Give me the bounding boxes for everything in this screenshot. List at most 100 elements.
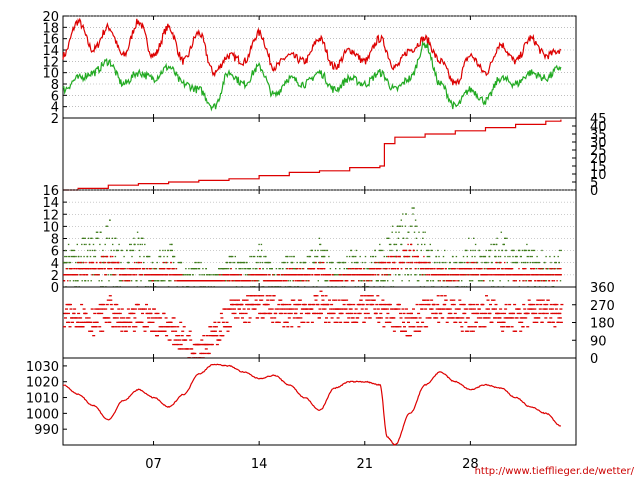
data-point bbox=[287, 280, 290, 282]
data-point bbox=[94, 308, 98, 310]
data-point bbox=[441, 261, 444, 264]
data-point bbox=[424, 308, 428, 310]
data-point bbox=[86, 274, 89, 276]
data-point bbox=[193, 268, 195, 270]
data-point bbox=[172, 343, 176, 346]
data-point bbox=[277, 321, 281, 323]
data-point bbox=[380, 268, 382, 270]
data-point bbox=[469, 268, 471, 270]
data-point bbox=[203, 274, 206, 276]
data-point bbox=[436, 274, 438, 276]
credit-link[interactable]: http://www.tiefflieger.de/wetter/ bbox=[474, 466, 634, 477]
data-point bbox=[247, 268, 249, 270]
data-point bbox=[389, 249, 391, 252]
data-point bbox=[422, 231, 424, 233]
data-point bbox=[383, 261, 385, 264]
data-point bbox=[104, 261, 107, 264]
data-point bbox=[463, 308, 467, 310]
data-point bbox=[412, 326, 416, 328]
data-point bbox=[368, 317, 372, 319]
data-point bbox=[130, 280, 133, 282]
data-point bbox=[428, 268, 430, 270]
data-point bbox=[388, 274, 390, 276]
data-point bbox=[523, 308, 527, 310]
data-point bbox=[359, 299, 363, 301]
data-point bbox=[396, 249, 398, 252]
data-point bbox=[172, 255, 174, 258]
data-point bbox=[422, 261, 425, 264]
data-point bbox=[112, 255, 114, 258]
data-point bbox=[458, 280, 460, 282]
data-point bbox=[152, 268, 154, 270]
data-point bbox=[403, 326, 406, 328]
data-point bbox=[120, 261, 122, 264]
data-point bbox=[254, 299, 258, 301]
data-point bbox=[419, 326, 423, 328]
data-point bbox=[281, 274, 284, 276]
data-point bbox=[533, 268, 536, 270]
data-point bbox=[81, 274, 83, 276]
data-point bbox=[523, 249, 526, 252]
data-point bbox=[501, 274, 504, 276]
data-point bbox=[235, 268, 237, 270]
data-point bbox=[147, 255, 150, 258]
data-point bbox=[473, 326, 477, 328]
data-point bbox=[379, 249, 382, 252]
data-point bbox=[292, 274, 295, 276]
data-point bbox=[536, 280, 539, 282]
data-point bbox=[234, 317, 237, 319]
data-point bbox=[355, 261, 357, 264]
data-point bbox=[233, 308, 236, 310]
data-point bbox=[306, 280, 308, 282]
data-point bbox=[419, 261, 421, 264]
data-point bbox=[223, 268, 226, 270]
data-point bbox=[540, 321, 544, 323]
data-point bbox=[299, 268, 301, 270]
data-point bbox=[135, 268, 137, 270]
data-point bbox=[516, 312, 520, 315]
data-point bbox=[121, 280, 123, 282]
data-point bbox=[228, 308, 232, 310]
data-point bbox=[138, 274, 141, 276]
data-point bbox=[148, 280, 150, 282]
data-point bbox=[391, 261, 394, 264]
data-point bbox=[304, 261, 307, 264]
data-point bbox=[82, 308, 86, 310]
data-point bbox=[466, 330, 470, 332]
data-point bbox=[314, 255, 316, 258]
data-point bbox=[315, 261, 317, 264]
data-point bbox=[103, 255, 105, 258]
data-point bbox=[287, 317, 291, 319]
data-point bbox=[115, 274, 117, 276]
data-point bbox=[466, 274, 468, 276]
data-point bbox=[421, 303, 425, 306]
data-point bbox=[414, 317, 418, 319]
data-point bbox=[253, 274, 256, 276]
data-point bbox=[243, 261, 246, 264]
data-point bbox=[310, 308, 314, 310]
data-point bbox=[420, 308, 424, 310]
data-point bbox=[116, 321, 120, 323]
data-point bbox=[379, 261, 381, 264]
data-point bbox=[286, 261, 289, 264]
data-point bbox=[120, 308, 124, 310]
data-point bbox=[299, 274, 301, 276]
data-point bbox=[395, 243, 398, 246]
data-point bbox=[439, 261, 441, 264]
data-point bbox=[276, 321, 280, 323]
data-point bbox=[218, 280, 220, 282]
data-point bbox=[121, 268, 124, 270]
data-point bbox=[393, 268, 395, 270]
data-point bbox=[346, 255, 348, 258]
data-point bbox=[473, 274, 475, 276]
data-point bbox=[398, 255, 400, 258]
data-point bbox=[231, 280, 233, 282]
data-point bbox=[94, 326, 98, 328]
data-point bbox=[282, 274, 284, 276]
data-point bbox=[454, 321, 458, 323]
data-point bbox=[93, 255, 95, 258]
data-point bbox=[159, 317, 163, 319]
data-point bbox=[101, 280, 103, 282]
data-point bbox=[144, 308, 147, 310]
